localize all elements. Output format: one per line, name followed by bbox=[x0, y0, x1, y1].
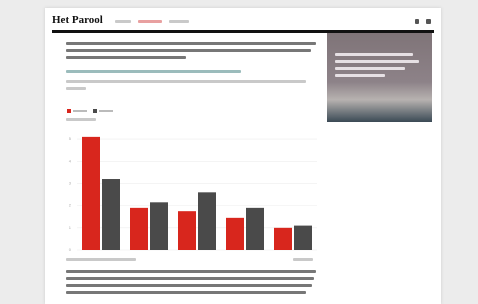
bar bbox=[294, 226, 312, 250]
bar bbox=[226, 218, 244, 250]
article-card: Het Parool 0 1 2 3 4 5 bbox=[45, 8, 441, 304]
caption-line bbox=[335, 60, 419, 63]
legend-swatch bbox=[67, 109, 71, 113]
nav-item[interactable] bbox=[138, 20, 162, 23]
text-line bbox=[66, 42, 316, 45]
text-line bbox=[66, 56, 186, 59]
chart-heading bbox=[66, 70, 241, 73]
text-line bbox=[66, 291, 306, 294]
caption-line bbox=[335, 67, 405, 70]
text-line bbox=[66, 80, 306, 83]
text-line bbox=[66, 277, 314, 280]
caption-line bbox=[335, 74, 385, 77]
source-line bbox=[66, 258, 136, 261]
text-line bbox=[66, 270, 316, 273]
bar bbox=[198, 192, 216, 250]
bar bbox=[82, 137, 100, 250]
bar bbox=[246, 208, 264, 250]
photo[interactable] bbox=[327, 33, 432, 122]
text-line bbox=[66, 87, 86, 90]
page: Het Parool 012345 (() => { const data = … bbox=[0, 0, 478, 304]
icon[interactable] bbox=[426, 19, 431, 24]
site-title[interactable]: Het Parool bbox=[52, 14, 103, 26]
caption-line bbox=[335, 53, 413, 56]
legend-swatch bbox=[93, 109, 97, 113]
text-line bbox=[66, 284, 312, 287]
legend-text bbox=[73, 110, 87, 112]
y-tick-label: 1 bbox=[69, 225, 72, 230]
bar bbox=[130, 208, 148, 250]
y-tick-label: 4 bbox=[69, 158, 72, 163]
y-tick-label: 5 bbox=[69, 136, 72, 141]
bar bbox=[150, 202, 168, 250]
bar bbox=[102, 179, 120, 250]
icon[interactable] bbox=[415, 19, 419, 24]
chart: 0 1 2 3 4 5 bbox=[55, 98, 325, 268]
bar bbox=[178, 211, 196, 250]
y-tick-label: 0 bbox=[69, 247, 72, 252]
y-tick-label: 3 bbox=[69, 181, 72, 186]
nav-item[interactable] bbox=[115, 20, 131, 23]
nav-item[interactable] bbox=[169, 20, 189, 23]
source-line bbox=[293, 258, 313, 261]
y-tick-label: 2 bbox=[69, 203, 72, 208]
legend-text bbox=[99, 110, 113, 112]
bar bbox=[274, 228, 292, 250]
text-line bbox=[66, 49, 311, 52]
